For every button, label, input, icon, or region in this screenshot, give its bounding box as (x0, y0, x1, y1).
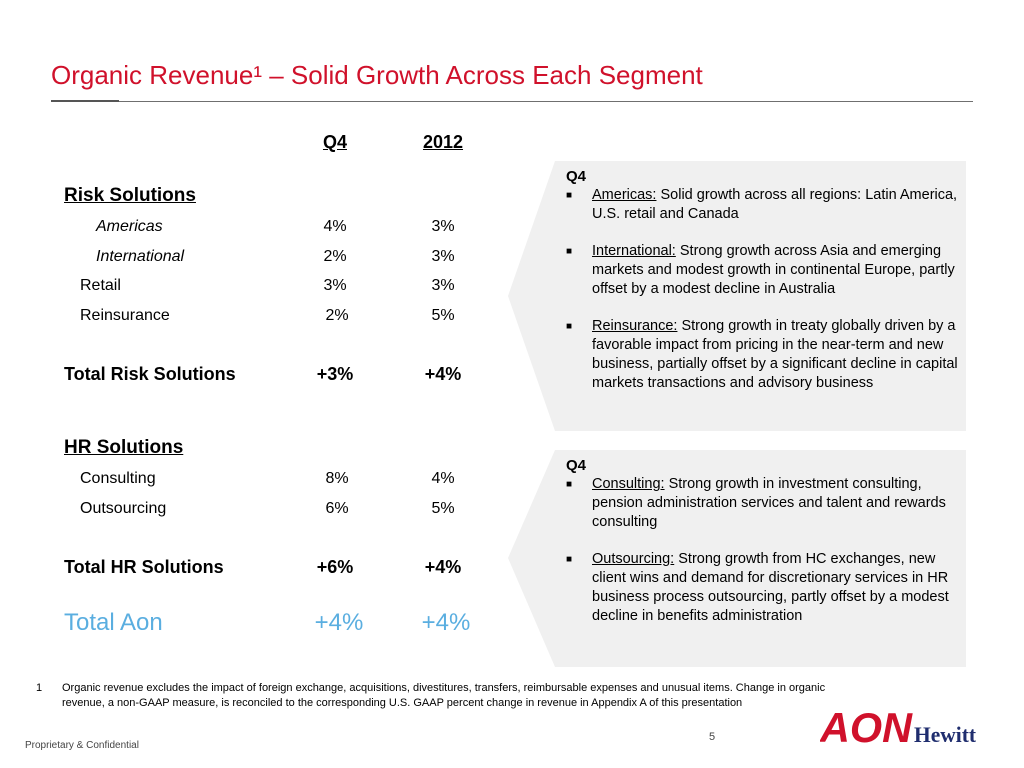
footnote: 1 Organic revenue excludes the impact of… (36, 681, 826, 711)
row-label-retail: Retail (80, 277, 121, 294)
bullet-text: Strong growth in investment consulting, … (592, 476, 946, 530)
row-value-outsourcing-2012: 5% (431, 500, 455, 517)
confidentiality-notice: Proprietary & Confidential (25, 740, 139, 751)
row-value-consulting-2012: 4% (431, 470, 455, 487)
total-aon-2012: +4% (421, 609, 471, 636)
hr-callout-shape (508, 450, 966, 667)
bullet-text: Solid growth across all regions: Latin A… (592, 187, 958, 222)
risk-solutions-heading: Risk Solutions (64, 185, 196, 206)
row-label-consulting: Consulting (80, 470, 156, 487)
square-bullet-icon: ■ (566, 190, 573, 201)
total-aon-label: Total Aon (64, 609, 163, 636)
row-value-international-q4: 2% (323, 248, 347, 265)
square-bullet-icon: ■ (566, 554, 573, 565)
row-value-international-2012: 3% (431, 248, 455, 265)
total-hr-solutions-label: Total HR Solutions (64, 557, 224, 577)
page-number: 5 (709, 731, 716, 743)
bullet-text: Strong growth in treaty globally driven … (592, 318, 958, 391)
row-label-reinsurance: Reinsurance (80, 307, 170, 324)
total-risk-solutions-q4: +3% (316, 364, 354, 384)
page-title: Organic Revenue¹ – Solid Growth Across E… (51, 60, 703, 90)
square-bullet-icon: ■ (566, 321, 573, 332)
list-item: ■ Reinsurance: Strong growth in treaty g… (566, 317, 958, 393)
square-bullet-icon: ■ (566, 246, 573, 257)
footnote-number: 1 (36, 682, 43, 694)
row-label-outsourcing: Outsourcing (80, 500, 167, 517)
total-risk-solutions-2012: +4% (424, 364, 462, 384)
column-header-q4: Q4 (322, 132, 347, 152)
total-hr-solutions-2012: +4% (424, 557, 462, 577)
column-header-2012: 2012 (422, 132, 464, 152)
total-risk-solutions-label: Total Risk Solutions (64, 364, 236, 384)
list-item: ■ Americas: Solid growth across all regi… (566, 186, 958, 224)
title-divider (51, 101, 973, 102)
bullet-label: Reinsurance: (592, 318, 678, 334)
hr-commentary-panel: Q4 ■ Consulting: Strong growth in invest… (566, 456, 958, 644)
bullet-label: Consulting: (592, 476, 665, 492)
row-value-reinsurance-2012: 5% (431, 307, 455, 324)
risk-panel-heading: Q4 (566, 168, 587, 185)
bullet-label: Americas: (592, 187, 657, 203)
total-aon-q4: +4% (314, 609, 364, 636)
total-hr-solutions-q4: +6% (316, 557, 354, 577)
list-item: ■ International: Strong growth across As… (566, 242, 958, 299)
bullet-text: Strong growth from HC exchanges, new cli… (592, 551, 949, 624)
risk-callout-shape (508, 161, 966, 431)
row-value-reinsurance-q4: 2% (325, 307, 349, 324)
list-item: ■ Consulting: Strong growth in investmen… (566, 475, 958, 532)
aon-hewitt-logo: AON Hewitt (820, 704, 976, 744)
logo-text-aon: AON (820, 704, 914, 744)
hr-panel-heading: Q4 (566, 457, 587, 474)
row-value-outsourcing-q4: 6% (325, 500, 349, 517)
list-item: ■ Outsourcing: Strong growth from HC exc… (566, 550, 958, 626)
row-label-international: International (96, 248, 185, 265)
bullet-text: Strong growth across Asia and emerging m… (592, 243, 955, 297)
row-value-retail-q4: 3% (323, 277, 347, 294)
logo-text-hewitt: Hewitt (914, 722, 976, 744)
risk-commentary-panel: Q4 ■ Americas: Solid growth across all r… (566, 167, 958, 411)
row-value-americas-q4: 4% (323, 218, 347, 235)
square-bullet-icon: ■ (566, 479, 573, 490)
title-divider-accent (51, 100, 119, 102)
hr-solutions-heading: HR Solutions (64, 437, 184, 458)
row-label-americas: Americas (96, 218, 163, 235)
bullet-label: International: (592, 243, 676, 259)
row-value-consulting-q4: 8% (325, 470, 349, 487)
footnote-text: Organic revenue excludes the impact of f… (62, 682, 826, 709)
row-value-retail-2012: 3% (431, 277, 455, 294)
bullet-label: Outsourcing: (592, 551, 675, 567)
row-value-americas-2012: 3% (431, 218, 455, 235)
